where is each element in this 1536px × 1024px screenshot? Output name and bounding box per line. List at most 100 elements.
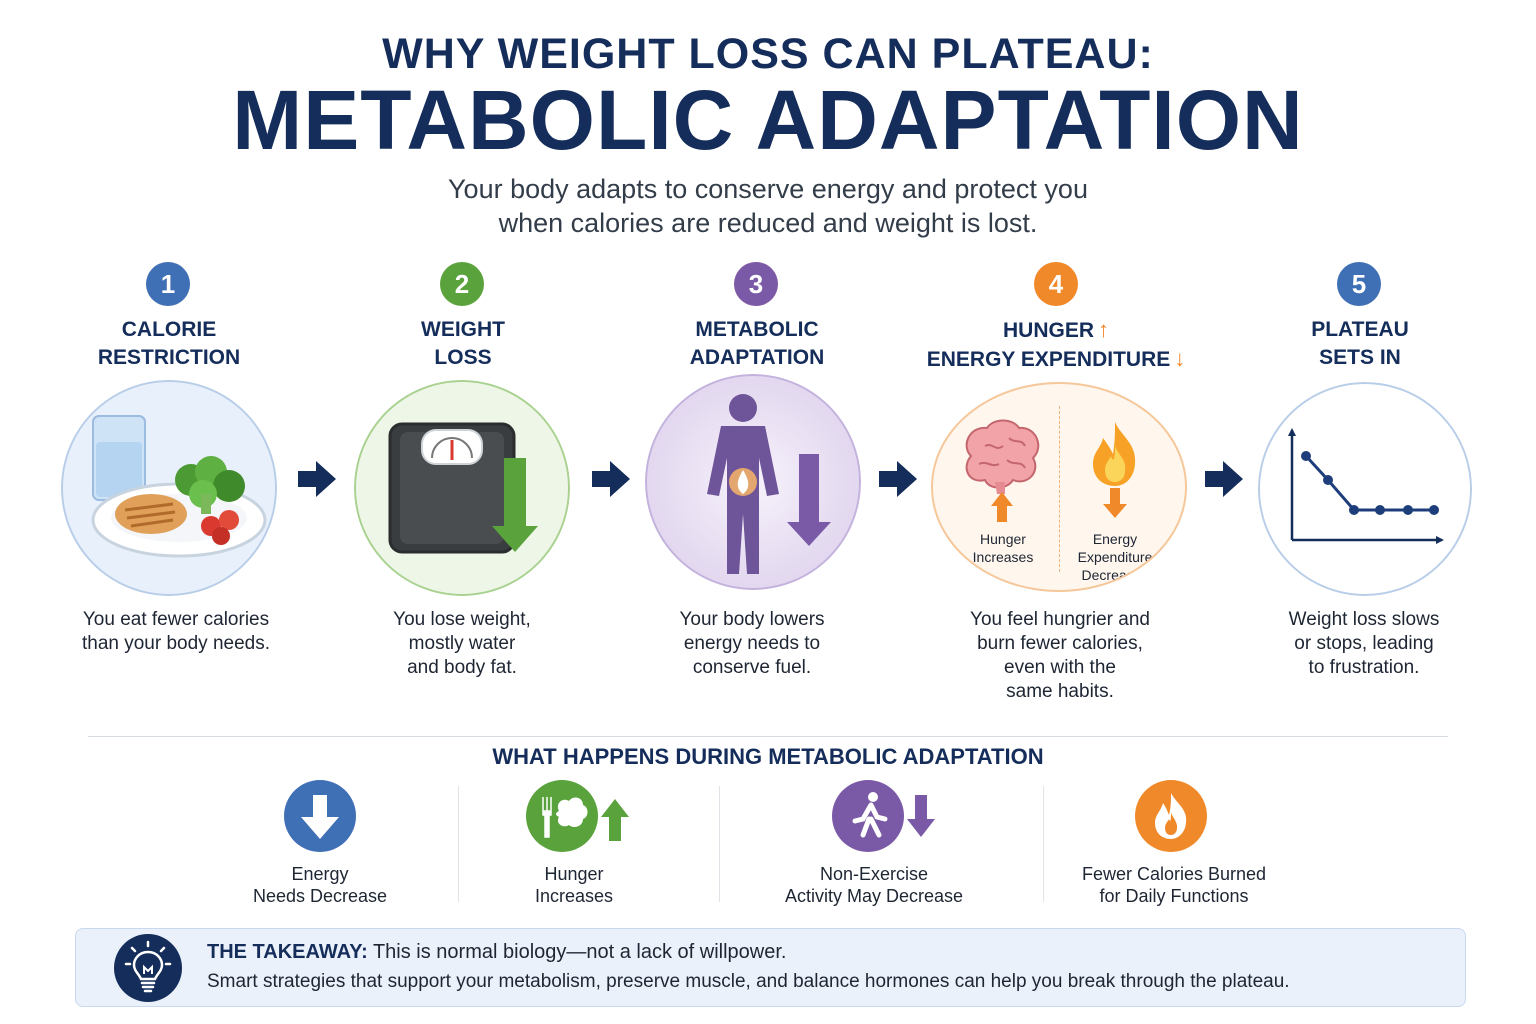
arrow-down-icon: [284, 780, 356, 852]
step-4-illustration: Hunger Increases Energy Expenditure Decr…: [931, 382, 1187, 592]
step-desc-line: You lose weight,: [393, 609, 531, 630]
energy-expenditure-decreases-label: Energy Expenditure Decreases: [1055, 530, 1175, 584]
step-desc-4: You feel hungrier and burn fewer calorie…: [930, 608, 1190, 704]
adaptation-label-line: Needs Decrease: [252, 886, 388, 906]
flow-arrow-right-icon: [298, 461, 336, 497]
step-desc-line: Weight loss slows: [1288, 609, 1440, 630]
plateau-line-chart-icon: [1258, 382, 1472, 596]
inner-label-line: Increases: [972, 549, 1034, 565]
takeaway-label: THE TAKEAWAY:: [207, 941, 368, 963]
step-title-line: ENERGY EXPENDITURE ↓: [906, 345, 1206, 374]
adaptation-label-line: Energy: [291, 864, 349, 884]
section-divider: [88, 736, 1448, 737]
inner-label-line: Energy: [1092, 531, 1138, 547]
separator: [458, 786, 459, 902]
step-title-line: CALORIE: [121, 318, 217, 341]
walking-person-icon: [832, 780, 935, 852]
step-desc-2: You lose weight, mostly water and body f…: [332, 608, 592, 680]
adaptation-label-line: Activity May Decrease: [784, 886, 964, 906]
flame-icon: [1135, 780, 1207, 852]
hunger-increases-label: Hunger Increases: [943, 530, 1063, 566]
step-desc-line: burn fewer calories,: [977, 633, 1143, 654]
step-title-text: HUNGER: [1002, 319, 1094, 342]
step-title-line: ADAPTATION: [689, 346, 825, 369]
step-3-illustration: [645, 374, 861, 590]
step-number-4: 4: [1034, 262, 1078, 306]
lightbulb-icon-graphic: [124, 940, 172, 993]
step-title-4: HUNGER ↑ ENERGY EXPENDITURE ↓: [906, 316, 1206, 374]
inner-label-line: Decreases: [1081, 567, 1149, 583]
flow-arrow-right-icon: [592, 461, 630, 497]
step-desc-line: than your body needs.: [81, 633, 271, 654]
step-desc-line: You eat fewer calories: [82, 609, 270, 630]
step-title-1: CALORIE RESTRICTION: [19, 316, 319, 372]
takeaway-banner: THE TAKEAWAY: This is normal biology—not…: [75, 928, 1466, 1007]
step-desc-line: mostly water: [408, 633, 516, 654]
page-subtitle: Your body adapts to conserve energy and …: [0, 172, 1536, 240]
takeaway-line-1: THE TAKEAWAY: This is normal biology—not…: [207, 941, 786, 964]
inner-label-line: Expenditure: [1077, 549, 1153, 565]
divider: [1059, 406, 1061, 572]
section-title: WHAT HAPPENS DURING METABOLIC ADAPTATION: [492, 744, 1044, 769]
adaptation-label-line: Non-Exercise: [819, 864, 929, 884]
subtitle-line: Your body adapts to conserve energy and …: [448, 174, 1088, 204]
step-desc-line: You feel hungrier and: [970, 609, 1150, 630]
plate-food-icon: [61, 380, 277, 596]
step-number-1: 1: [146, 262, 190, 306]
flame-icon: [1093, 422, 1136, 518]
takeaway-line-2: Smart strategies that support your metab…: [207, 971, 1290, 992]
takeaway-text: This is normal biology—not a lack of wil…: [372, 941, 787, 963]
step-desc-3: Your body lowers energy needs to conserv…: [622, 608, 882, 680]
step-title-line: SETS IN: [1319, 346, 1401, 369]
step-desc-line: energy needs to: [683, 633, 821, 654]
step-title-line: PLATEAU: [1311, 318, 1409, 341]
step-desc-line: to frustration.: [1308, 657, 1420, 678]
step-desc-line: Your body lowers: [679, 609, 825, 630]
adaptation-label-line: Fewer Calories Burned: [1081, 864, 1267, 884]
subtitle-line: when calories are reduced and weight is …: [498, 208, 1038, 238]
step-title-line: RESTRICTION: [97, 346, 241, 369]
flow-arrow-right-icon: [1205, 461, 1243, 497]
brain-icon: [965, 419, 1040, 522]
step-desc-line: and body fat.: [407, 657, 517, 678]
adaptation-label-4: Fewer Calories Burned for Daily Function…: [1044, 863, 1304, 907]
adaptation-label-3: Non-Exercise Activity May Decrease: [744, 863, 1004, 907]
step-title-2: WEIGHT LOSS: [313, 316, 613, 372]
step-1-illustration: [61, 380, 277, 596]
adaptation-label-line: Increases: [534, 886, 614, 906]
step-desc-1: You eat fewer calories than your body ne…: [46, 608, 306, 656]
arrow-down-icon: ↓: [1174, 346, 1186, 371]
scale-icon: [354, 380, 570, 596]
inner-label-line: Hunger: [980, 531, 1026, 547]
step-5-illustration: [1258, 382, 1472, 596]
page-title: METABOLIC ADAPTATION: [232, 73, 1304, 167]
step-title-line: HUNGER ↑: [906, 316, 1206, 345]
step-title-3: METABOLIC ADAPTATION: [607, 316, 907, 372]
step-number-2: 2: [440, 262, 484, 306]
page-title-top: WHY WEIGHT LOSS CAN PLATEAU:: [382, 30, 1154, 78]
step-desc-line: even with the: [1004, 657, 1116, 678]
step-desc-line: or stops, leading: [1294, 633, 1434, 654]
step-2-illustration: [354, 380, 570, 596]
fork-brain-icon: [526, 780, 629, 852]
adaptation-label-line: for Daily Functions: [1099, 886, 1249, 906]
step-number-5: 5: [1337, 262, 1381, 306]
adaptation-label-2: Hunger Increases: [444, 863, 704, 907]
adaptation-label-1: Energy Needs Decrease: [190, 863, 450, 907]
separator: [719, 786, 720, 902]
step-desc-5: Weight loss slows or stops, leading to f…: [1234, 608, 1494, 680]
step-number-3: 3: [734, 262, 778, 306]
step-title-text: ENERGY EXPENDITURE: [926, 348, 1171, 371]
step-title-line: METABOLIC: [695, 318, 819, 341]
step-title-line: WEIGHT: [421, 318, 505, 341]
adaptation-label-line: Hunger: [544, 864, 604, 884]
body-silhouette-icon: [645, 374, 861, 590]
step-desc-line: conserve fuel.: [692, 657, 812, 678]
separator: [1043, 786, 1044, 902]
lightbulb-icon: [114, 934, 182, 1002]
arrow-up-icon: ↑: [1098, 317, 1109, 342]
flow-arrow-right-icon: [879, 461, 917, 497]
step-title-5: PLATEAU SETS IN: [1210, 316, 1510, 372]
step-title-line: LOSS: [434, 346, 492, 369]
step-desc-line: same habits.: [1006, 681, 1114, 702]
